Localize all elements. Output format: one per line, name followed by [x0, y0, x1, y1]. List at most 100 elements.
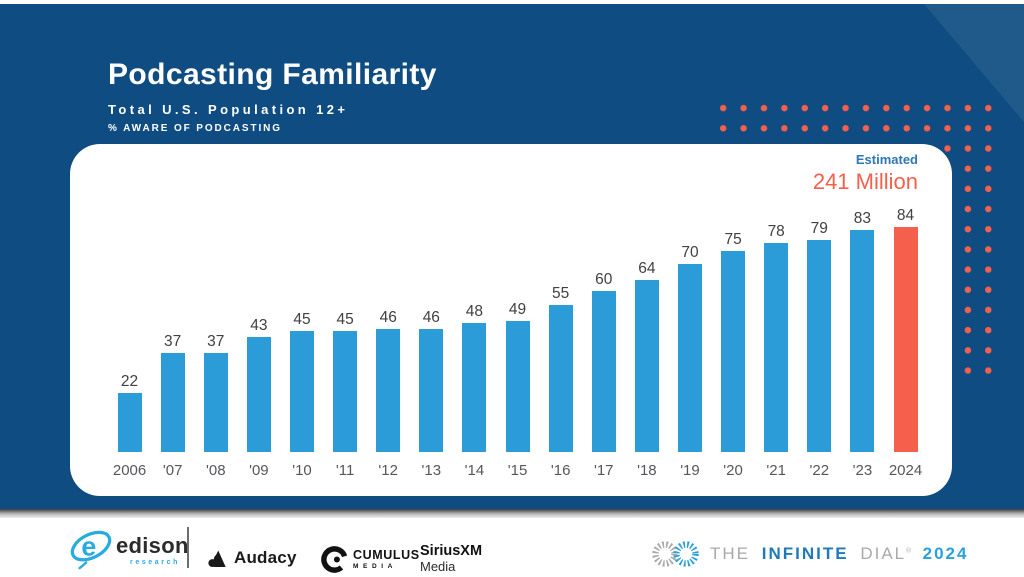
infinite-dial-logo: THE INFINITE DIAL® 2024 — [652, 540, 968, 568]
bar — [289, 331, 314, 452]
bar — [419, 329, 444, 452]
bar-column: 45 '10 — [280, 205, 323, 482]
registered-mark: ® — [906, 547, 911, 555]
measure-note: % AWARE OF PODCASTING — [108, 123, 282, 134]
title-block: Podcasting Familiarity Total U.S. Popula… — [108, 58, 437, 135]
bar-year-label: '07 — [162, 462, 183, 479]
bar — [246, 337, 271, 452]
edison-research-logo-icon: e — [70, 530, 112, 570]
bar-year-label: 2006 — [112, 462, 147, 479]
bar — [807, 240, 832, 452]
bar — [462, 323, 487, 452]
infinite-dial-infinite: INFINITE — [761, 544, 849, 563]
bar-year-label: '09 — [249, 462, 269, 479]
bar-column: 78 '21 — [755, 205, 798, 482]
chart-card: Estimated 241 Million 22 2006 37 '07 37 '08 43… — [70, 144, 952, 496]
edison-logo-text: edison — [116, 533, 189, 558]
bar-year-label: '14 — [464, 462, 485, 479]
bar-column: 60 '17 — [582, 205, 625, 482]
bar-year-label: 2024 — [888, 462, 923, 479]
bar-value-label: 60 — [595, 270, 613, 288]
bar-year-label: '18 — [637, 462, 657, 479]
bar — [721, 251, 746, 452]
bar-value-label: 37 — [207, 332, 225, 350]
bar — [376, 329, 401, 452]
bar-column: 75 '20 — [712, 205, 755, 482]
bar — [591, 291, 616, 452]
bar — [505, 321, 530, 452]
bar-column: 70 '19 — [668, 205, 711, 482]
bar-year-label: '19 — [680, 462, 700, 479]
estimated-annotation: Estimated 241 Million — [813, 152, 918, 195]
bar-value-label: 64 — [638, 259, 656, 277]
infinite-dial-year: 2024 — [922, 544, 969, 563]
bar-value-label: 22 — [120, 372, 139, 390]
bar-value-label: 45 — [336, 310, 354, 328]
bar-value-label: 46 — [422, 308, 440, 326]
bar-column: 55 '16 — [539, 205, 582, 482]
footer: e edison research Audacy CUMULUS — [0, 518, 1024, 577]
infinite-dial-the: THE — [710, 544, 750, 563]
bar-value-label: 45 — [293, 310, 311, 328]
svg-text:e: e — [81, 532, 96, 562]
bar — [677, 264, 702, 452]
bar-value-label: 83 — [853, 209, 872, 227]
siriusxm-logo-subtext: Media — [420, 558, 456, 574]
bar-column: 46 '13 — [410, 205, 453, 482]
estimated-value: 241 Million — [812, 169, 918, 194]
bar-year-label: '13 — [421, 462, 442, 479]
audacy-logo: Audacy — [208, 548, 297, 568]
bar-value-label: 48 — [465, 302, 484, 320]
bar-value-label: 46 — [379, 308, 397, 326]
bar-year-label: '22 — [809, 462, 830, 479]
bar-value-label: 75 — [724, 230, 742, 248]
bar — [160, 353, 185, 452]
cumulus-logo-text: CUMULUS — [353, 548, 420, 562]
bar-year-label: '20 — [723, 462, 743, 479]
edison-logo-subtext: research — [130, 559, 180, 566]
bar-column: 46 '12 — [367, 205, 410, 482]
bar-value-label: 84 — [896, 206, 915, 224]
bar-year-label: '17 — [593, 462, 614, 479]
bar-column: 48 '14 — [453, 205, 496, 482]
bar-column: 84 2024 — [884, 205, 927, 482]
bar-chart: 22 2006 37 '07 37 '08 43 '09 45 '10 45 '11 46 '12 46 '1… — [108, 205, 927, 482]
bar-column: 79 '22 — [798, 205, 841, 482]
audacy-logo-icon — [208, 550, 226, 567]
bar-value-label: 37 — [164, 332, 182, 350]
slide-background-panel: Podcasting Familiarity Total U.S. Popula… — [0, 4, 1024, 510]
bar-year-label: '16 — [550, 462, 571, 479]
bar-value-label: 43 — [250, 316, 268, 334]
subtitle: Total U.S. Population 12+ — [108, 102, 349, 117]
bar-year-label: '08 — [205, 462, 226, 479]
bar-year-label: '23 — [852, 462, 873, 479]
bar-value-label: 49 — [508, 300, 527, 318]
divider-bar — [0, 509, 1024, 518]
bar-column: 64 '18 — [625, 205, 668, 482]
bar-column: 37 '07 — [151, 205, 194, 482]
bar — [764, 243, 789, 452]
bar-highlighted — [893, 227, 918, 452]
estimated-label: Estimated — [855, 152, 918, 167]
bar-year-label: '10 — [292, 462, 312, 479]
bar-column: 37 '08 — [194, 205, 237, 482]
bar-column: 45 '11 — [324, 205, 367, 482]
bar-value-label: 70 — [681, 243, 699, 261]
bar-year-label: '15 — [507, 462, 528, 479]
infinite-dial-logo-icon — [652, 541, 699, 567]
bar-year-label: '21 — [766, 462, 786, 479]
cumulus-media-logo-icon — [321, 546, 348, 573]
audacy-logo-text: Audacy — [234, 548, 297, 567]
infinite-dial-dial: DIAL — [860, 544, 907, 563]
bar-value-label: 79 — [810, 219, 828, 237]
bar — [850, 230, 875, 452]
siriusxm-logo-text: SiriusXM — [420, 543, 483, 559]
edison-research-logo: e edison research — [68, 525, 189, 571]
bar — [117, 393, 142, 452]
bar-column: 83 '23 — [841, 205, 884, 482]
page-title: Podcasting Familiarity — [108, 58, 437, 91]
bar-year-label: '11 — [335, 462, 355, 479]
bar-year-label: '12 — [378, 462, 398, 479]
bar-value-label: 78 — [767, 222, 785, 240]
